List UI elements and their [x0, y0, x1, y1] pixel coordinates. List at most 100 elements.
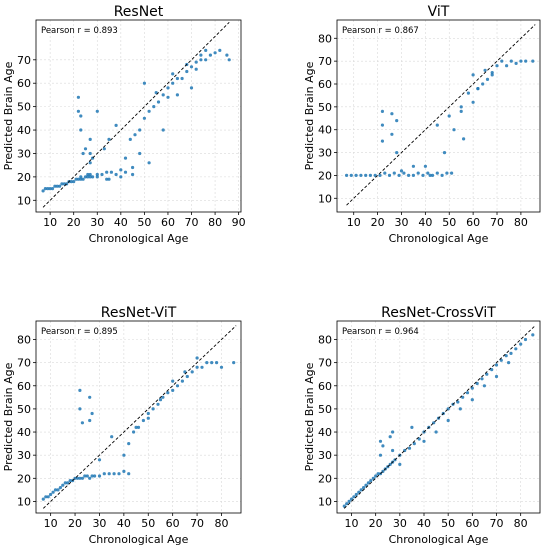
y-tick-label: 30 [318, 147, 332, 160]
data-point [349, 173, 353, 177]
data-point [213, 51, 217, 55]
x-tick-label: 70 [190, 517, 204, 530]
y-tick-label: 50 [318, 403, 332, 416]
data-point [119, 175, 123, 179]
pearson-annotation: Pearson r = 0.867 [342, 26, 419, 36]
x-tick-label: 50 [441, 517, 455, 530]
data-point [412, 442, 416, 446]
data-point [391, 448, 395, 453]
data-point [476, 87, 480, 91]
x-tick-label: 10 [44, 517, 58, 530]
data-point [490, 73, 494, 77]
data-point [107, 137, 111, 141]
y-tick-label: 10 [17, 194, 31, 207]
x-tick-label: 10 [347, 216, 361, 229]
data-point [117, 472, 121, 476]
y-tick-label: 50 [318, 101, 332, 114]
y-tick-label: 70 [17, 357, 31, 370]
data-point [208, 53, 212, 57]
y-tick-label: 20 [318, 472, 332, 485]
data-point [426, 171, 430, 175]
data-point [175, 93, 179, 97]
data-point [481, 82, 485, 86]
data-point [79, 177, 83, 181]
x-tick-label: 80 [514, 216, 528, 229]
data-point [465, 391, 470, 395]
data-point [514, 347, 518, 351]
x-tick-label: 50 [141, 517, 155, 530]
data-point [62, 182, 66, 186]
data-point [161, 395, 165, 399]
data-point [76, 177, 80, 181]
data-point [459, 105, 463, 109]
data-point [462, 137, 466, 141]
data-point [483, 68, 487, 72]
y-tick-label: 40 [17, 124, 31, 137]
data-point [142, 116, 146, 120]
data-point [79, 175, 83, 179]
data-point [435, 171, 439, 175]
plot-frame [336, 320, 541, 514]
data-point [378, 453, 383, 457]
data-point [44, 495, 48, 499]
data-point [138, 128, 142, 132]
data-point [204, 58, 208, 62]
chart-title: ResNet [114, 4, 164, 20]
data-point [41, 497, 45, 501]
plot-frame [336, 19, 541, 213]
data-point [204, 48, 208, 53]
data-point [380, 139, 384, 143]
data-point [76, 109, 80, 113]
data-point [61, 483, 65, 487]
x-tick-label: 30 [92, 517, 106, 530]
y-axis-label: Predicted Brain Age [303, 362, 316, 471]
data-point [90, 474, 94, 478]
chart-title: ResNet-ViT [101, 305, 177, 321]
data-point [417, 437, 421, 441]
y-tick-label: 40 [17, 426, 31, 439]
data-point [189, 65, 194, 69]
data-point [166, 86, 170, 90]
data-point [215, 361, 219, 365]
data-point [72, 180, 76, 184]
data-point [345, 173, 349, 177]
data-point [185, 69, 189, 74]
data-point [410, 425, 414, 429]
data-point [69, 180, 73, 184]
data-point [107, 177, 111, 181]
data-point [128, 137, 132, 141]
data-point [171, 72, 175, 76]
data-point [156, 402, 160, 406]
data-point [445, 171, 449, 175]
x-axis-label: Chronological Age [389, 232, 489, 245]
data-point [66, 481, 70, 485]
data-point [127, 472, 131, 476]
data-point [180, 76, 184, 81]
data-point [74, 177, 78, 181]
data-point [147, 161, 151, 165]
data-point [46, 495, 50, 499]
data-point [78, 407, 82, 411]
data-point [171, 379, 175, 383]
y-tick-label: 10 [318, 495, 332, 508]
data-point [112, 472, 116, 476]
data-point [470, 386, 474, 390]
data-point [105, 177, 109, 181]
data-point [398, 462, 402, 466]
y-tick-label: 60 [17, 380, 31, 393]
data-point [79, 114, 83, 118]
data-point [97, 458, 102, 462]
x-tick-label: 20 [369, 517, 383, 530]
data-point [475, 381, 479, 386]
data-point [407, 173, 411, 177]
pearson-annotation: Pearson r = 0.895 [41, 327, 118, 337]
identity-line [42, 22, 230, 208]
data-point [166, 95, 170, 99]
data-point [56, 488, 60, 492]
x-tick-label: 80 [214, 517, 228, 530]
data-point [91, 175, 95, 179]
identity-line [343, 325, 536, 509]
data-point [435, 123, 439, 127]
data-point [154, 91, 158, 95]
